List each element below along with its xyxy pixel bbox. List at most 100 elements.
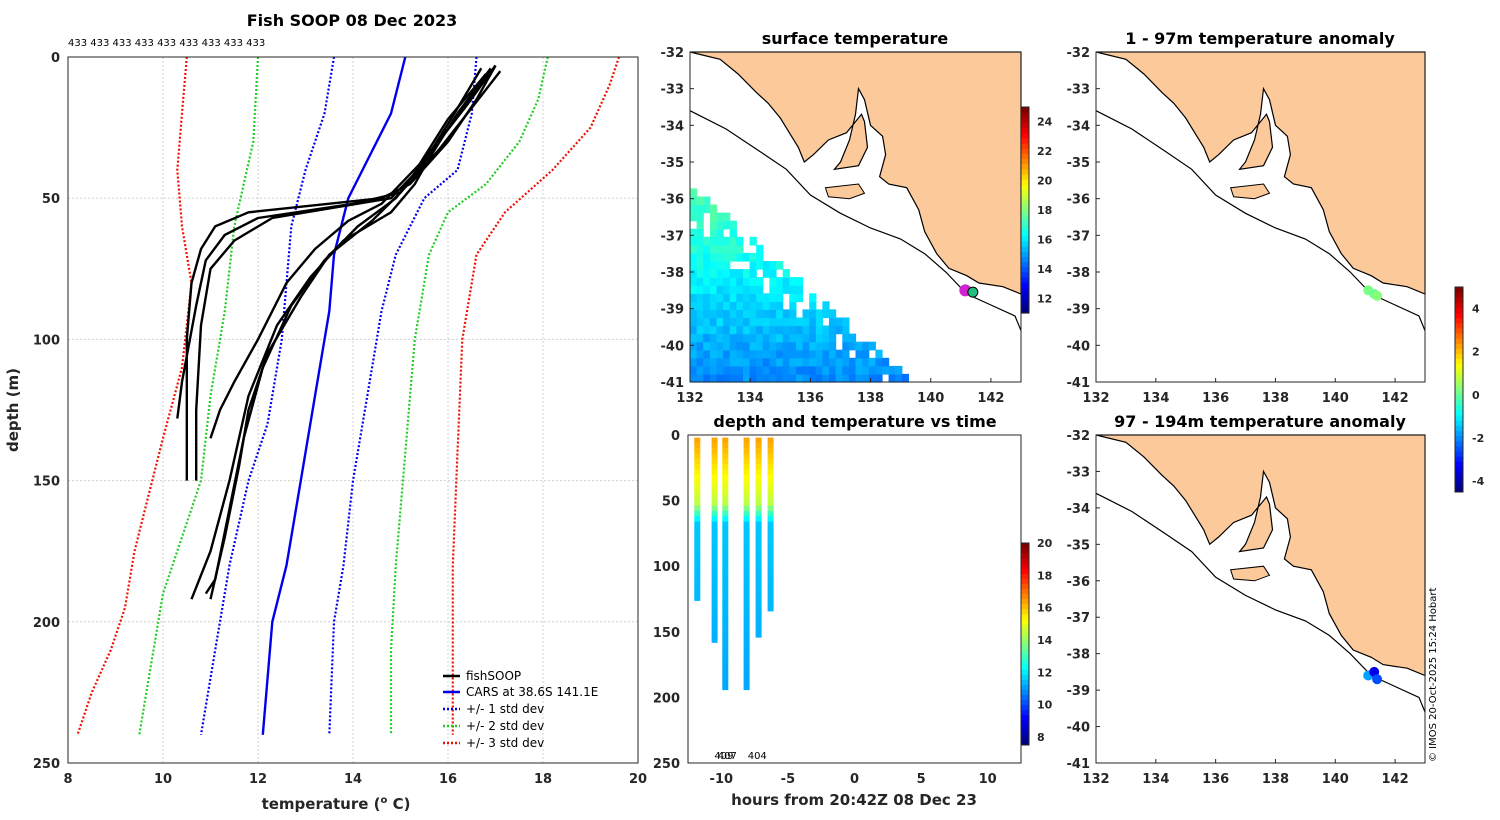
sst-cell (756, 285, 764, 294)
depthtime-cast-sample (722, 605, 729, 612)
depthtime-cast-sample (694, 505, 701, 512)
sst-cell (703, 301, 711, 310)
depthtime-cast-sample (722, 621, 729, 628)
profile-xlabel: temperature (o C) (262, 795, 411, 813)
sst-cell (709, 301, 718, 310)
sst-colorbar-segment (1021, 112, 1029, 118)
depthtime-cast-sample (743, 652, 750, 659)
sst-cell (762, 341, 770, 351)
map-ytick: -36 (1067, 193, 1091, 208)
sst-cell (776, 365, 784, 375)
sst-colorbar-segment (1021, 271, 1029, 278)
sst-cell (729, 269, 737, 278)
sst-cell (848, 373, 857, 383)
depthtime-colorbar-tick: 12 (1037, 666, 1052, 679)
series--1-std-dev (199, 56, 336, 735)
depthtime-cast-sample (743, 584, 750, 591)
sst-cell (769, 277, 777, 286)
anomaly-colorbar-box (1454, 286, 1464, 493)
anomaly-colorbar-segment (1455, 338, 1463, 344)
map-xtick: 132 (1082, 391, 1109, 406)
depthtime-cast-sample (722, 637, 729, 643)
sst-cell (756, 325, 764, 335)
sst-cell (822, 373, 830, 383)
depthtime-cast-sample (694, 584, 701, 591)
sst-cell (736, 285, 744, 294)
depthtime-cast-sample (743, 505, 750, 512)
profile-xtick: 18 (534, 772, 552, 787)
sst-cell (776, 285, 784, 294)
map-ytick: -39 (1067, 684, 1091, 699)
depthtime-cast-sample (743, 448, 750, 454)
sst-cell (795, 341, 804, 351)
depthtime-cast-sample (755, 579, 762, 586)
sst-colorbar-box (1020, 106, 1030, 314)
sst-cell (743, 333, 751, 343)
depthtime-cast-sample (755, 626, 762, 633)
sst-cell (802, 357, 810, 367)
kangaroo-island (1229, 565, 1271, 582)
sst-cell (723, 301, 731, 310)
depthtime-cast-sample (694, 547, 701, 554)
anomaly-colorbar-segment (1455, 476, 1463, 483)
depthtime-cast-sample (767, 595, 774, 601)
sst-cell (703, 269, 711, 278)
depthtime-cast-sample (767, 511, 774, 517)
map-ytick: -40 (661, 339, 685, 354)
depthtime-cast-sample (694, 526, 701, 533)
series--2-std-dev (389, 56, 549, 735)
anomaly-colorbar-segment (1455, 415, 1463, 421)
depthtime-cast-sample (767, 542, 774, 549)
depthtime-cast-sample (743, 537, 750, 544)
depthtime-cast-sample (694, 595, 701, 601)
anomaly-colorbar-segment (1455, 456, 1463, 462)
map-ytick: -32 (1067, 429, 1091, 444)
sst-cell (709, 236, 718, 246)
sst-cell (815, 341, 823, 351)
sst-cell (729, 309, 737, 319)
depthtime-cast-sample (694, 453, 701, 460)
depthtime-cast-sample (711, 558, 718, 565)
sst-cell (815, 349, 823, 359)
depthtime-colorbar: 8 10 12 14 16 18 20 (1020, 537, 1053, 746)
sst-cell (842, 333, 850, 343)
anomaly-colorbar-segment (1455, 379, 1463, 385)
depthtime-cast-sample (755, 463, 762, 470)
depthtime-cast-sample (694, 458, 701, 465)
sst-cell (862, 349, 870, 359)
sst-cell (749, 349, 757, 359)
sst-cell (769, 285, 777, 294)
sst-cell (736, 333, 744, 343)
depthtime-cast-sample (722, 626, 729, 633)
depthtime-cast-sample (694, 568, 701, 575)
anomaly-colorbar-segment (1455, 404, 1463, 411)
sst-cell (822, 309, 830, 319)
depthtime-colorbar-segment (1021, 689, 1029, 695)
sst-cell (716, 252, 724, 262)
shelf-contour (1095, 492, 1426, 713)
sst-cell (696, 333, 704, 343)
depthtime-cast-sample (722, 663, 729, 670)
sst-cell (690, 261, 698, 270)
depthtime-cast-sample (711, 584, 718, 591)
depthtime-cast-sample (722, 668, 729, 675)
depthtime-colorbar-segment (1021, 674, 1029, 680)
map-xtick: 140 (917, 391, 944, 406)
depthtime-cast-sample (743, 495, 750, 502)
anomaly-colorbar-segment (1455, 307, 1463, 314)
sst-cell (716, 236, 724, 246)
anom2-title: 97 - 194m temperature anomaly (1114, 412, 1406, 431)
depthtime-cast-sample (767, 584, 774, 591)
sst-cell (829, 365, 837, 375)
sst-field (690, 188, 909, 383)
depthtime-cast-sample (743, 668, 750, 675)
sst-cell (709, 204, 718, 214)
profile-title: Fish SOOP 08 Dec 2023 (247, 11, 457, 30)
depthtime-cast-sample (743, 542, 750, 549)
sst-cell (809, 373, 817, 383)
depthtime-cast-sample (755, 605, 762, 612)
sst-cell (789, 309, 797, 319)
sst-cell (795, 333, 804, 343)
anomaly-colorbar-segment (1455, 374, 1463, 380)
sst-cell (716, 333, 724, 343)
